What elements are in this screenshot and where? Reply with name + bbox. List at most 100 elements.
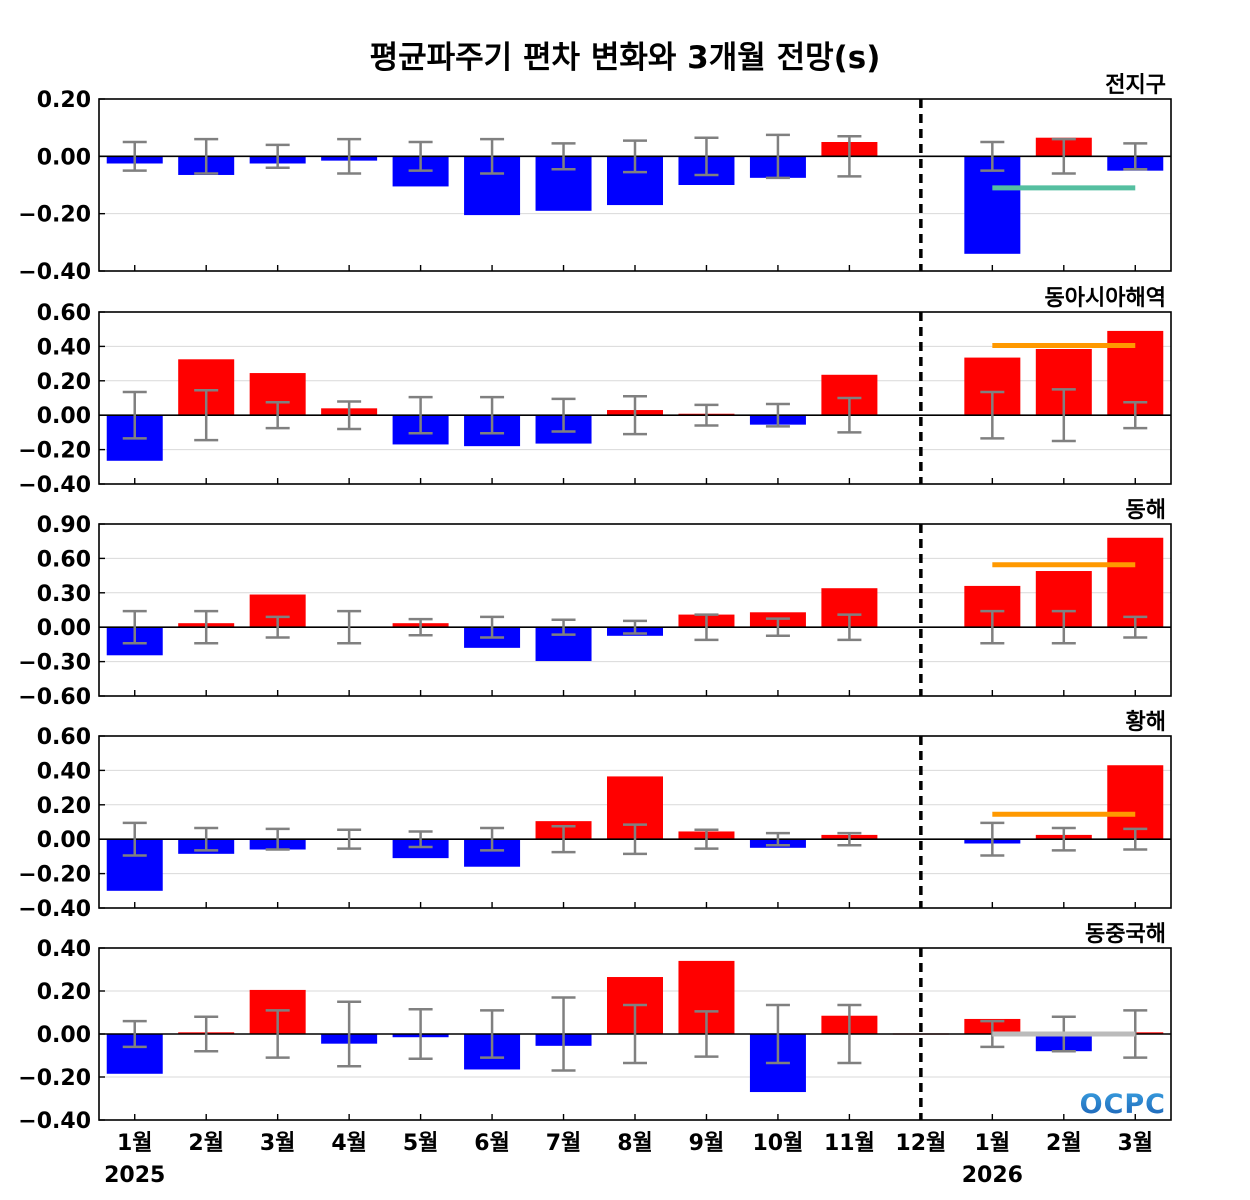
region-label: 동해 xyxy=(1126,498,1166,523)
error-bar xyxy=(194,137,219,175)
x-tick-label: 8월 xyxy=(617,1131,653,1156)
error-bar xyxy=(265,615,290,639)
error-bar xyxy=(765,831,790,847)
x-tick-label: 10월 xyxy=(753,1131,804,1156)
error-bar xyxy=(480,826,505,852)
region-label: 전지구 xyxy=(1105,73,1166,98)
error-bar xyxy=(623,619,647,635)
y-tick-label: 0.20 xyxy=(37,794,91,819)
error-bar xyxy=(694,403,719,427)
y-tick-label: 0.00 xyxy=(37,616,91,641)
error-bar xyxy=(480,615,505,639)
error-bar xyxy=(837,1003,862,1065)
error-bar xyxy=(265,143,290,170)
error-bar xyxy=(765,1003,790,1065)
error-bar xyxy=(623,395,647,436)
x-tick-label: 12월 xyxy=(895,1131,946,1156)
region-label: 황해 xyxy=(1126,710,1166,735)
error-bar xyxy=(337,400,362,431)
y-tick-label: 0.00 xyxy=(37,828,91,853)
y-tick-label: 0.90 xyxy=(37,513,91,538)
error-bar xyxy=(623,1003,647,1065)
y-tick-label: 0.40 xyxy=(37,335,91,360)
error-bar xyxy=(122,609,147,645)
x-tick-label: 6월 xyxy=(474,1131,510,1156)
error-bar xyxy=(765,133,790,180)
error-bar xyxy=(122,1019,147,1049)
y-tick-label: −0.40 xyxy=(18,897,91,922)
error-bar xyxy=(1123,615,1148,639)
error-bar xyxy=(408,617,433,637)
error-bar xyxy=(694,1010,719,1058)
panel-4: −0.40 −0.20 0.00 0.20 0.40 0.60 황해 xyxy=(18,710,1172,922)
error-bar xyxy=(122,140,147,172)
error-bar xyxy=(980,821,1005,857)
bar xyxy=(964,156,1021,254)
error-bar xyxy=(1051,388,1076,443)
error-bar xyxy=(980,140,1005,172)
y-tick-label: −0.20 xyxy=(18,439,91,464)
error-bar xyxy=(408,1008,433,1060)
error-bar xyxy=(1123,142,1148,171)
x-tick-label: 7월 xyxy=(546,1131,582,1156)
error-bar xyxy=(551,825,576,854)
panel-3: −0.60 −0.30 0.00 0.30 0.60 0.90 동해 xyxy=(18,498,1172,710)
error-bar xyxy=(408,395,433,435)
y-tick-label: 0.00 xyxy=(37,1023,91,1048)
error-bar xyxy=(194,389,219,442)
y-tick-label: 0.40 xyxy=(37,759,91,784)
y-tick-label: 0.60 xyxy=(37,547,91,572)
bar xyxy=(392,839,449,859)
y-tick-label: 0.20 xyxy=(37,88,91,113)
y-tick-label: −0.60 xyxy=(18,685,91,710)
error-bar xyxy=(837,613,862,642)
chart-title: 평균파주기 편차 변화와 3개월 전망(s) xyxy=(370,40,881,76)
y-tick-label: −0.20 xyxy=(18,863,91,888)
error-bar xyxy=(694,136,719,177)
year-label: 2025 xyxy=(104,1163,165,1188)
error-bar xyxy=(837,396,862,434)
error-bar xyxy=(551,397,576,433)
x-tick-label: 9월 xyxy=(689,1131,725,1156)
error-bar xyxy=(122,821,147,857)
error-bar xyxy=(480,1009,505,1059)
error-bar xyxy=(623,823,647,856)
error-bar xyxy=(194,609,219,645)
error-bar xyxy=(408,830,433,849)
error-bar xyxy=(337,137,362,175)
error-bar xyxy=(408,140,433,172)
error-bar xyxy=(980,609,1005,645)
error-bar xyxy=(480,137,505,175)
error-bar xyxy=(1123,827,1148,851)
x-tick-label: 3월 xyxy=(1117,1131,1153,1156)
error-bar xyxy=(337,1000,362,1068)
error-bar xyxy=(194,1015,219,1053)
year-label: 2026 xyxy=(962,1163,1023,1188)
error-bar xyxy=(337,609,362,645)
y-tick-label: −0.40 xyxy=(18,260,91,285)
error-bar xyxy=(265,1009,290,1059)
error-bar xyxy=(337,828,362,850)
y-tick-label: −0.20 xyxy=(18,1066,91,1091)
error-bar xyxy=(1051,826,1076,852)
panel-1: −0.40 −0.20 0.00 0.20 전지구 xyxy=(18,73,1172,285)
error-bar xyxy=(265,401,290,430)
error-bar xyxy=(1123,401,1148,430)
chart-panels: −0.40 −0.20 0.00 0.20 전지구 −0.40 −0.20 0.00 0.20 0… xyxy=(18,73,1172,1134)
error-bar xyxy=(551,996,576,1072)
x-tick-label: 2월 xyxy=(188,1131,224,1156)
panel-2: −0.40 −0.20 0.00 0.20 0.40 0.60 동아시아해역 xyxy=(18,286,1172,498)
x-tick-label: 2월 xyxy=(1046,1131,1082,1156)
ocpc-logo: OCPC xyxy=(1080,1089,1166,1120)
x-axis: 1월 2월 3월 4월 5월 6월 7월 8월 9월 10월 11월 12월 1월 2월 3월 2025 202… xyxy=(104,1131,1153,1188)
ocpc-logo-text: OCPC xyxy=(1080,1089,1166,1120)
error-bar xyxy=(551,142,576,171)
y-tick-label: 0.40 xyxy=(37,937,91,962)
error-bar xyxy=(480,395,505,435)
region-label: 동아시아해역 xyxy=(1045,286,1166,311)
x-tick-label: 1월 xyxy=(975,1131,1011,1156)
bar xyxy=(1107,537,1164,628)
error-bar xyxy=(837,135,862,178)
y-tick-label: −0.40 xyxy=(18,1109,91,1134)
